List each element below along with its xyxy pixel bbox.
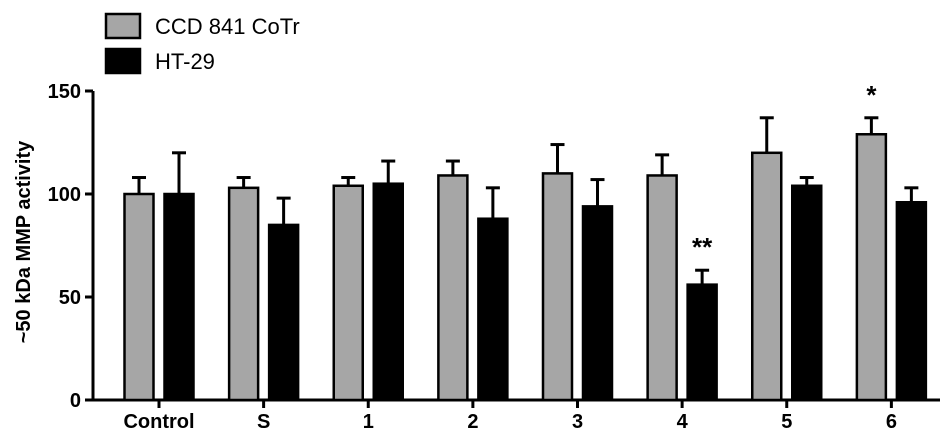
y-axis-label: ~50 kDa MMP activity (13, 140, 35, 343)
bar (895, 200, 928, 402)
y-tick-label: 150 (48, 81, 81, 103)
x-tick-label: 6 (886, 411, 897, 433)
x-tick-label: Control (123, 411, 194, 433)
x-tick-label: 2 (467, 411, 478, 433)
legend-label: HT-29 (155, 49, 215, 74)
x-axis: Control S 1 2 3 4 5 6 (92, 398, 940, 433)
bar (686, 283, 718, 402)
bar (791, 184, 823, 402)
y-tick-label: 100 (48, 184, 81, 206)
x-tick-label: 3 (572, 411, 583, 433)
annotations: *** (692, 80, 877, 262)
bar (646, 174, 678, 402)
legend: CCD 841 CoTr HT-29 (104, 12, 300, 75)
x-tick-label: 5 (781, 411, 792, 433)
significance-label: ** (692, 232, 713, 262)
bar (372, 182, 404, 402)
bar (332, 184, 364, 402)
bar (477, 217, 509, 402)
bar (437, 174, 469, 402)
bar (855, 133, 888, 402)
significance-label: * (866, 80, 877, 110)
y-axis: 0 50 100 150 (48, 81, 95, 412)
bar (123, 192, 155, 402)
bar (581, 205, 614, 402)
y-tick-label: 0 (70, 390, 81, 412)
bar (751, 151, 783, 402)
legend-swatch (104, 12, 142, 40)
x-tick-label: 4 (677, 411, 689, 433)
x-tick-label: S (257, 411, 270, 433)
y-tick-label: 50 (59, 287, 81, 309)
bar (163, 192, 195, 402)
legend-swatch (104, 47, 142, 75)
bars (123, 116, 928, 402)
bar (227, 186, 260, 402)
bar (267, 223, 300, 402)
bar (541, 172, 574, 402)
x-tick-label: 1 (363, 411, 374, 433)
legend-label: CCD 841 CoTr (155, 14, 300, 39)
